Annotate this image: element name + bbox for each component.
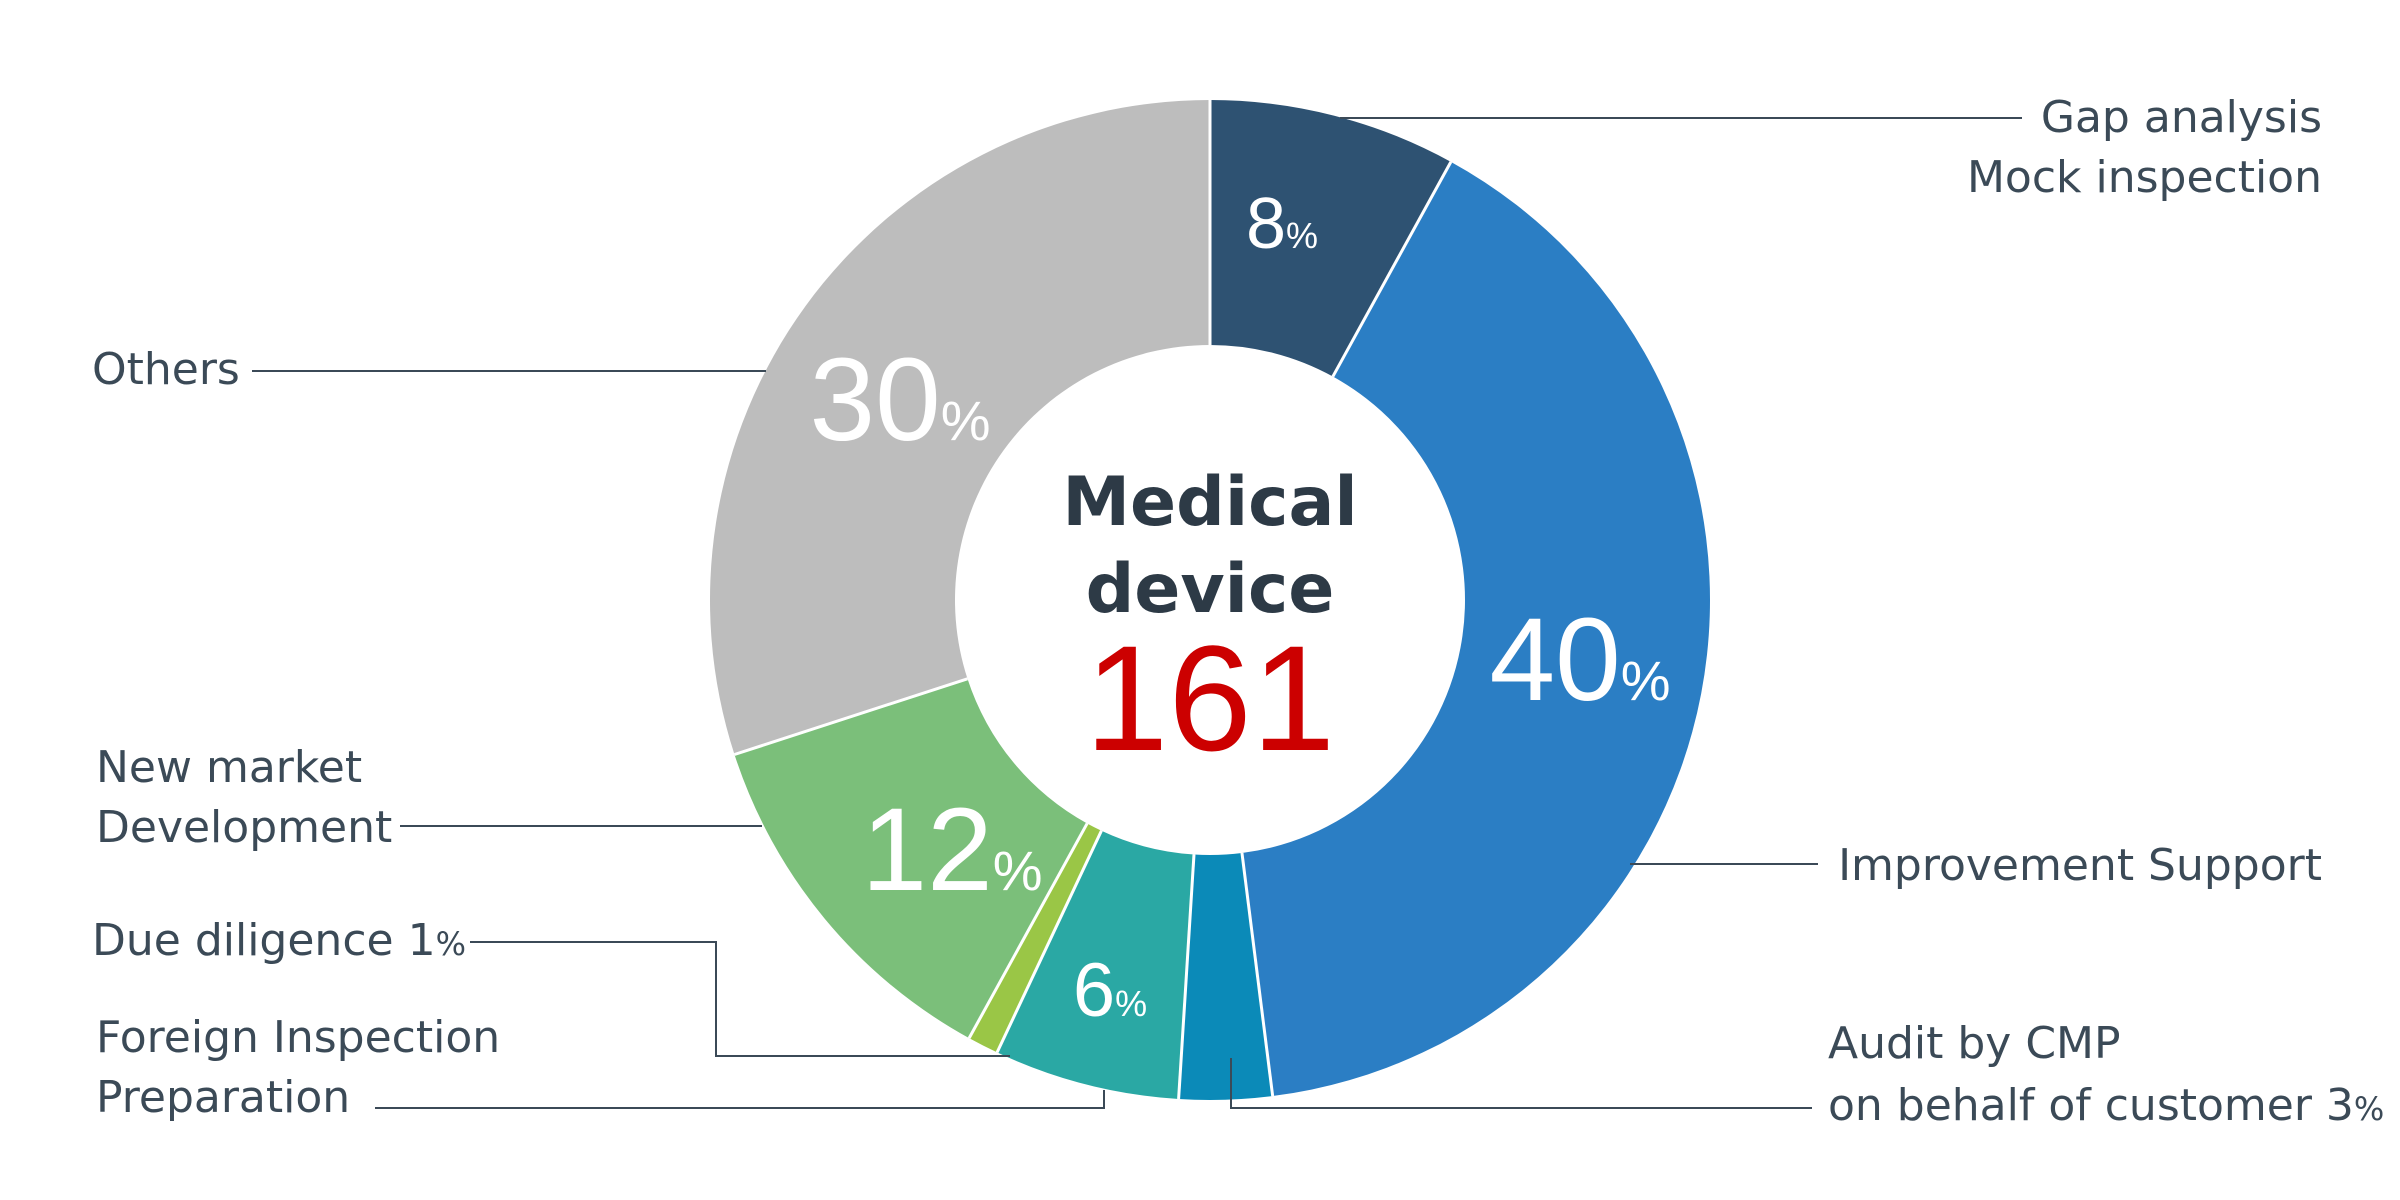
callout-newmarket-line2: Development	[96, 802, 392, 853]
slice-label-foreign: 6%	[1073, 948, 1147, 1033]
callout-improvement: Improvement Support	[1838, 840, 2322, 891]
slice-separator	[1331, 161, 1453, 378]
slice-separator	[1177, 854, 1196, 1100]
slice-separators	[734, 100, 1453, 1100]
slice-label-newmarket: 12%	[861, 784, 1042, 916]
callout-audit-line2: on behalf of customer 3%	[1828, 1080, 2384, 1131]
slice-label-others: 30%	[809, 334, 990, 466]
center-title-line2: device	[1086, 550, 1335, 629]
callout-foreign-line1: Foreign Inspection	[96, 1012, 500, 1063]
slice-4	[969, 823, 1102, 1053]
slice-label-improvement: 40%	[1489, 594, 1670, 726]
callout-due: Due diligence 1%	[92, 915, 466, 966]
slice-3	[997, 830, 1194, 1100]
slice-1	[1241, 161, 1711, 1097]
leader-foreign	[375, 1090, 1105, 1109]
slice-separator	[995, 830, 1103, 1054]
leader-audit	[1230, 1058, 1812, 1109]
slice-0	[1210, 100, 1451, 377]
callout-gap-line1: Gap analysis	[2041, 92, 2322, 143]
donut-slices	[709, 100, 1711, 1100]
callout-others: Others	[92, 344, 240, 395]
callout-audit-line1: Audit by CMP	[1828, 1018, 2121, 1069]
slice-separator	[967, 822, 1089, 1039]
leader-due	[470, 941, 1010, 1057]
slice-separator	[734, 677, 968, 756]
slice-5	[734, 678, 1088, 1039]
callout-gap-line2: Mock inspection	[1967, 152, 2322, 203]
callout-newmarket-line1: New market	[96, 742, 362, 793]
slice-separator	[1240, 852, 1275, 1097]
slice-6	[709, 100, 1210, 755]
center-total: 161	[1085, 614, 1335, 782]
center-title-line1: Medical	[1062, 463, 1357, 542]
slice-label-gap: 8%	[1246, 184, 1318, 264]
callout-foreign-line2: Preparation	[96, 1072, 350, 1123]
